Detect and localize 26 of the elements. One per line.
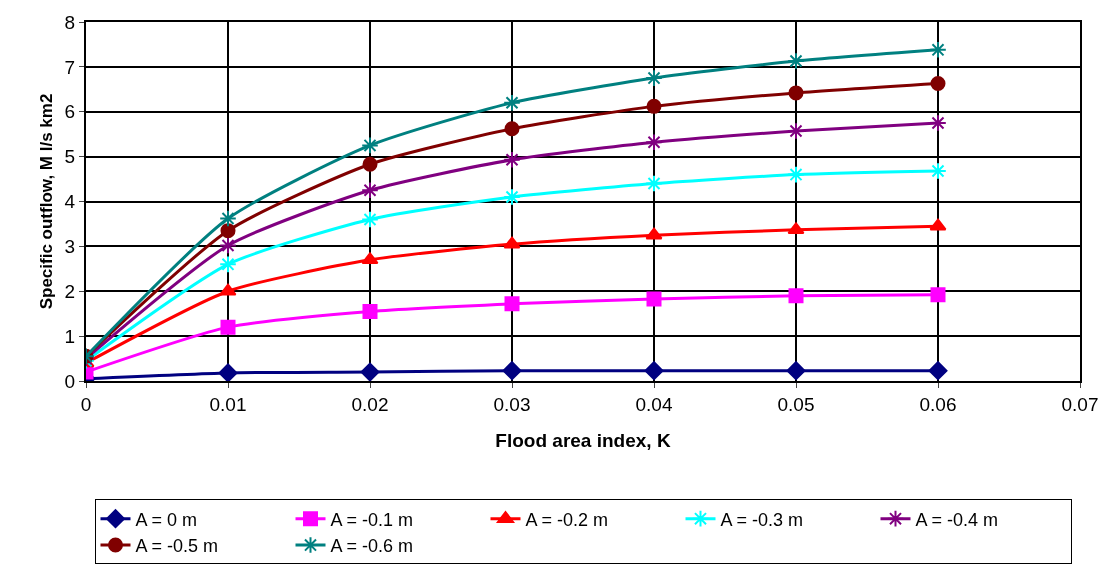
x-tick-label: 0 — [80, 393, 92, 415]
legend-label: A = -0.2 m — [525, 509, 609, 530]
y-tick-label: 8 — [64, 11, 76, 33]
x-tick-label: 0.05 — [777, 393, 815, 415]
legend-label: A = -0.3 m — [720, 509, 804, 530]
y-tick-label: 3 — [64, 236, 76, 258]
legend-label: A = -0.1 m — [330, 509, 414, 530]
x-tick-label: 0.07 — [1061, 393, 1099, 415]
x-tick-label: 0.06 — [919, 393, 957, 415]
legend-label: A = -0.4 m — [915, 509, 999, 530]
y-tick-label: 5 — [64, 146, 76, 168]
y-tick-label: 0 — [64, 370, 76, 392]
x-tick-label: 0.04 — [635, 393, 673, 415]
y-tick-label: 2 — [64, 280, 76, 302]
y-tick-label: 6 — [64, 101, 76, 123]
x-tick-label: 0.02 — [351, 393, 389, 415]
x-tick-label: 0.01 — [209, 393, 247, 415]
legend-label: A = -0.5 m — [135, 536, 219, 557]
y-axis-title: Specific outflow, M l/s km2 — [36, 93, 56, 310]
legend-label: A = -0.6 m — [330, 536, 414, 557]
x-tick-label: 0.03 — [493, 393, 531, 415]
legend-label: A = 0 m — [135, 509, 198, 530]
y-tick-label: 1 — [64, 325, 76, 347]
x-axis-title: Flood area index, K — [495, 430, 671, 452]
y-tick-label: 7 — [64, 56, 76, 78]
y-tick-label: 4 — [64, 191, 76, 213]
